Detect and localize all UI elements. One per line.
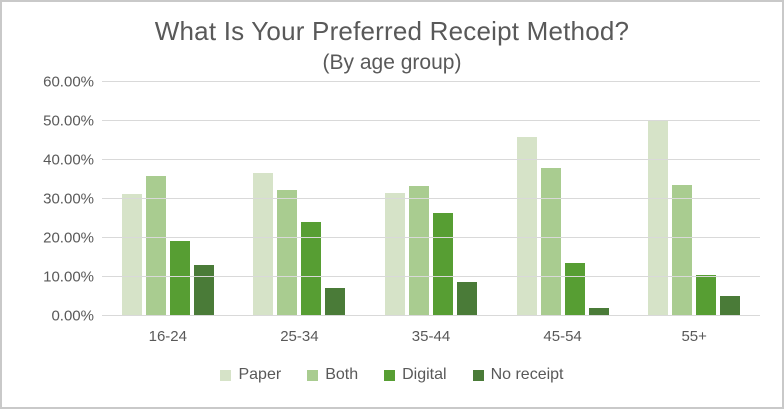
bar-cluster-16-24 [102,82,234,316]
y-axis: 0.00% 10.00% 20.00% 30.00% 40.00% 50.00% 60.00… [2,74,94,325]
legend-swatch-icon [307,369,319,381]
x-tick-label-16-24: 16-24 [148,328,187,345]
legend-label: Both [325,366,359,383]
y-tick-label: 0.00% [51,307,94,325]
y-tick-label: 30.00% [43,190,94,208]
y-tick-label: 40.00% [43,151,94,169]
bar-cluster-35-44 [365,82,497,316]
legend-item-paper: Paper [220,366,281,384]
gridline [102,81,760,82]
bar-cluster-25-34 [234,82,366,316]
x-axis: 16-24 25-34 35-44 45-54 55+ [102,328,760,345]
x-tick-label-25-34: 25-34 [280,328,319,345]
gridline [102,159,760,160]
chart-title: What Is Your Preferred Receipt Method? [154,16,630,46]
bar-both-35-44 [408,186,429,316]
bar-paper-35-44 [384,193,405,316]
legend-label: No receipt [490,366,564,383]
bar-digital-55+ [696,275,717,316]
bar-clusters [102,82,760,316]
y-tick-label: 60.00% [43,73,94,91]
legend: Paper Both Digital No receipt [2,366,782,384]
bar-no-receipt-55+ [720,295,741,316]
gridline [102,198,760,199]
gridline [102,237,760,238]
gridline [102,120,760,121]
legend-item-no-receipt: No receipt [472,366,564,384]
legend-label: Digital [402,366,447,383]
x-tick-label-55+: 55+ [681,328,707,345]
bar-digital-45-54 [564,262,585,316]
bar-no-receipt-35-44 [456,282,477,316]
x-axis-line [102,315,760,316]
bar-cluster-55+ [628,82,760,316]
bar-both-45-54 [540,168,561,316]
legend-item-both: Both [307,366,358,384]
x-tick-label-45-54: 45-54 [543,328,582,345]
legend-label: Paper [238,366,282,383]
bar-digital-25-34 [301,222,322,316]
bar-both-25-34 [277,190,298,316]
gridline [102,276,760,277]
bar-both-55+ [672,185,693,316]
y-tick-label: 20.00% [43,229,94,247]
bar-paper-55+ [648,120,669,316]
bar-cluster-45-54 [497,82,629,316]
bar-digital-35-44 [432,213,453,316]
bar-no-receipt-45-54 [588,307,609,316]
bar-no-receipt-25-34 [325,287,346,316]
plot-area [102,81,760,316]
bar-paper-45-54 [516,137,537,316]
x-tick-label-35-44: 35-44 [411,328,451,345]
bar-no-receipt-16-24 [193,265,214,316]
chart-subtitle: (By age group) [322,51,462,74]
legend-item-digital: Digital [384,366,447,384]
legend-swatch-icon [220,369,232,381]
bar-paper-25-34 [253,172,274,316]
legend-swatch-icon [472,369,484,381]
y-tick-label: 50.00% [43,112,94,130]
bar-paper-16-24 [121,193,142,316]
bar-digital-16-24 [169,240,190,316]
y-tick-label: 10.00% [43,268,94,286]
bar-both-16-24 [145,175,166,316]
legend-swatch-icon [384,369,396,381]
